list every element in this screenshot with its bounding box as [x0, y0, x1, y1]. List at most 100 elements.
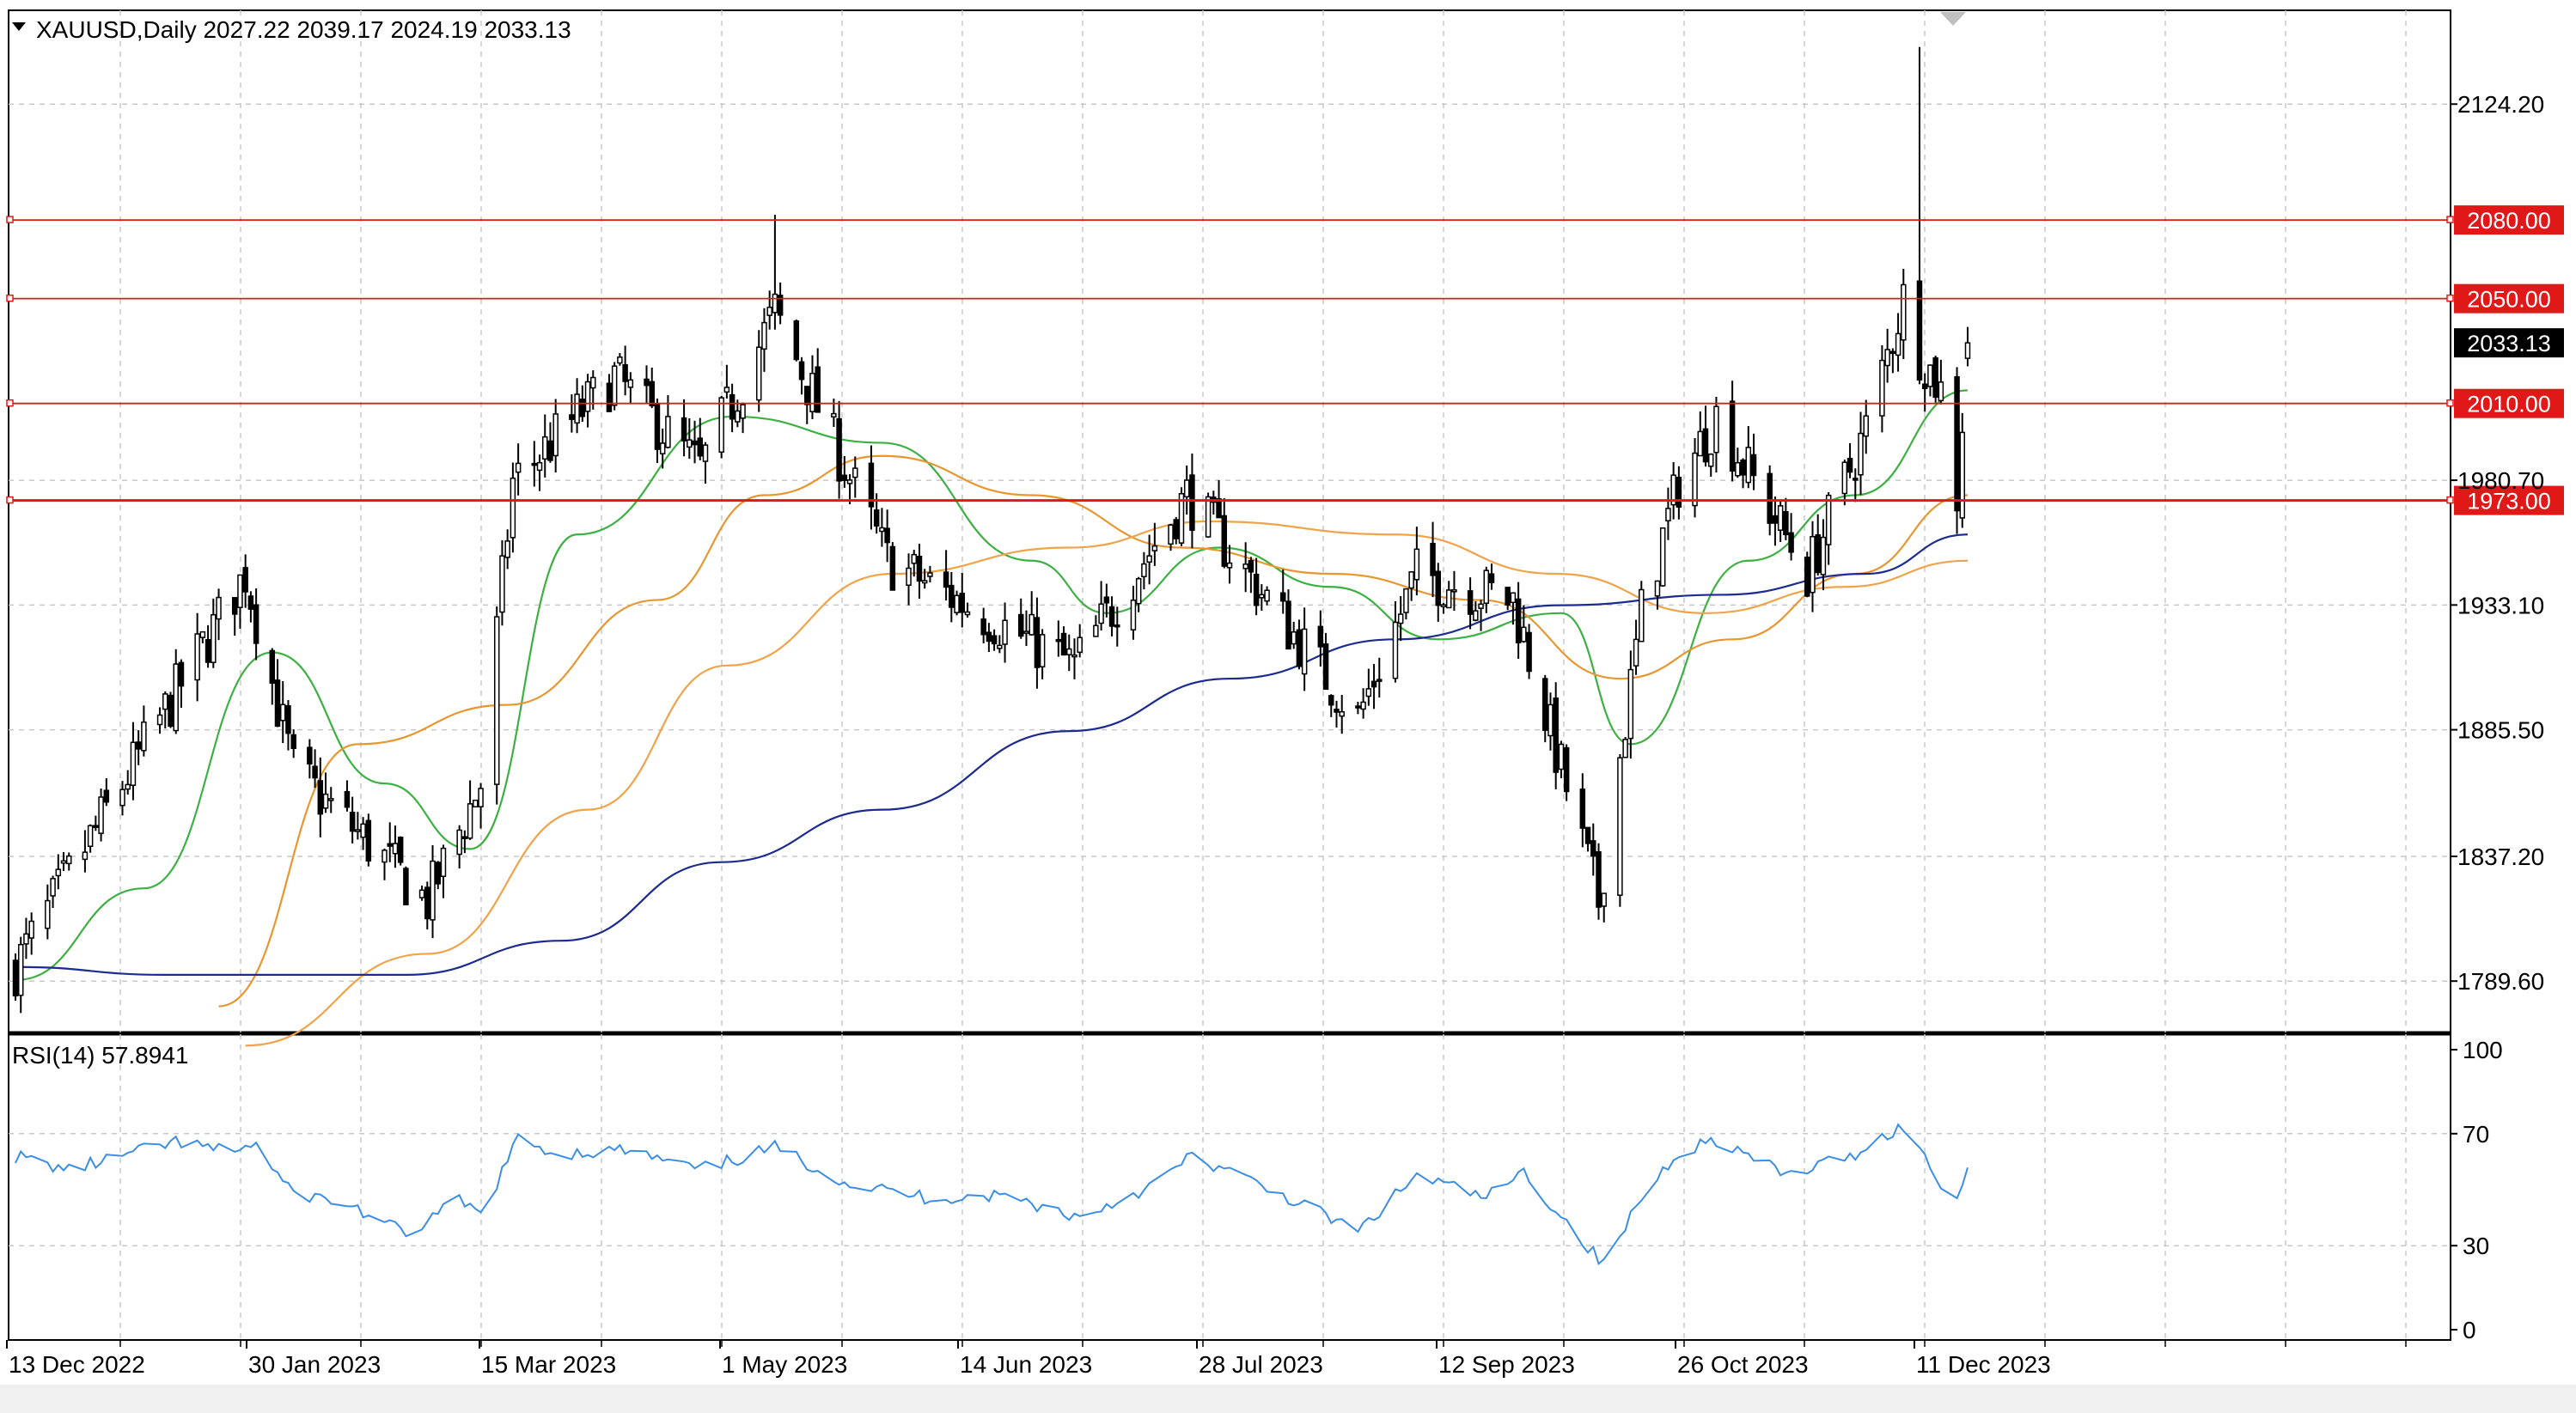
rsi-axis-label: 30	[2463, 1233, 2489, 1259]
candle-body	[1242, 563, 1248, 569]
candle-body	[360, 823, 366, 838]
candle-body	[1259, 594, 1265, 599]
candle-body	[355, 829, 361, 832]
candle-body	[1071, 654, 1077, 658]
candle-body	[1093, 624, 1099, 637]
candle-body	[55, 868, 62, 877]
candle-body	[1579, 789, 1586, 829]
candle-body	[718, 397, 724, 454]
candle-body	[1285, 600, 1291, 650]
candle-body	[418, 889, 425, 898]
candle-body	[50, 878, 56, 897]
candle-body	[761, 321, 767, 350]
price-axis-label: 1980.70	[2457, 467, 2544, 494]
candle-body	[1226, 562, 1233, 569]
candle-body	[1553, 697, 1559, 773]
candle-body	[216, 596, 222, 620]
candle-body	[1542, 678, 1548, 731]
candle-body	[798, 361, 805, 381]
candle-body	[504, 540, 510, 558]
candle-body	[397, 836, 404, 863]
candle-body	[1279, 592, 1286, 602]
price-axis-label: 1837.20	[2457, 844, 2544, 870]
rsi-panel[interactable]	[8, 1033, 2451, 1341]
candle-body	[1858, 432, 1864, 476]
moving-average-line	[15, 533, 1969, 976]
rsi-header-label: RSI(14) 57.8941	[12, 1042, 188, 1069]
candle-body	[755, 346, 762, 401]
candle-body	[772, 293, 778, 314]
candle-body	[162, 693, 168, 710]
candle-body	[1510, 592, 1517, 604]
candle-body	[531, 462, 538, 466]
candle-body	[1483, 569, 1490, 605]
candle-body	[1627, 668, 1634, 740]
candle-body	[873, 509, 880, 527]
level-anchor-handle	[6, 294, 14, 302]
candle-body	[729, 393, 736, 420]
candle-body	[1023, 630, 1029, 634]
date-axis-label: 11 Dec 2023	[1916, 1351, 2051, 1378]
candle-body	[809, 372, 815, 412]
candle-body	[1853, 478, 1859, 481]
price-axis-label: 2124.20	[2457, 91, 2544, 118]
candle-body	[1767, 472, 1773, 524]
candle-body	[702, 444, 709, 462]
candle-body	[1964, 342, 1971, 359]
candle-body	[194, 633, 200, 681]
candle-body	[1370, 680, 1377, 688]
chart-shift-marker-icon[interactable]	[1940, 12, 1966, 26]
candle-body	[1692, 452, 1698, 507]
candle-body	[1114, 624, 1120, 628]
candle-body	[1670, 474, 1676, 506]
candle-body	[1863, 415, 1869, 437]
candle-body	[1334, 709, 1340, 713]
candle-body	[344, 790, 351, 808]
candle-body	[659, 442, 666, 454]
candle-body	[1473, 610, 1479, 621]
candle-body	[1895, 332, 1901, 356]
candle-body	[1665, 508, 1671, 521]
candle-body	[681, 417, 687, 442]
candle-body	[627, 379, 634, 388]
level-price-label: 2080.00	[2467, 208, 2551, 234]
rsi-series	[15, 1123, 1969, 1265]
candle-body	[211, 613, 217, 663]
candle-body	[1173, 519, 1180, 539]
candle-body	[1039, 634, 1046, 667]
price-axis-label: 1885.50	[2457, 717, 2544, 744]
candle-body	[536, 461, 543, 472]
moving-average-line	[245, 520, 1969, 1047]
candle-body	[1815, 533, 1821, 574]
candle-body	[980, 618, 986, 636]
dropdown-triangle-icon[interactable]	[12, 22, 26, 31]
candle-body	[569, 414, 575, 420]
candle-body	[579, 399, 586, 417]
candle-body	[1596, 850, 1602, 908]
candle-body	[1820, 536, 1827, 576]
candle-body	[1178, 493, 1185, 544]
candle-body	[328, 798, 334, 801]
candle-body	[312, 765, 318, 779]
candle-body	[156, 714, 163, 726]
candle-body	[307, 746, 313, 764]
candle-body	[382, 850, 388, 863]
candle-body	[1103, 596, 1110, 604]
candle-body	[611, 365, 618, 406]
candle-body	[1360, 701, 1366, 710]
candle-body	[1505, 587, 1511, 606]
candle-body	[846, 479, 853, 484]
candle-body	[997, 644, 1003, 649]
candle-body	[697, 437, 704, 457]
rsi-axis-label: 100	[2463, 1037, 2503, 1063]
candle-body	[1697, 430, 1704, 457]
candle-body	[1777, 505, 1784, 531]
candle-body	[1301, 628, 1308, 675]
candle-body	[1515, 598, 1522, 643]
candle-body	[98, 796, 104, 834]
candle-body	[1108, 606, 1115, 627]
candle-body	[424, 886, 430, 920]
level-anchor-handle	[2446, 216, 2454, 223]
